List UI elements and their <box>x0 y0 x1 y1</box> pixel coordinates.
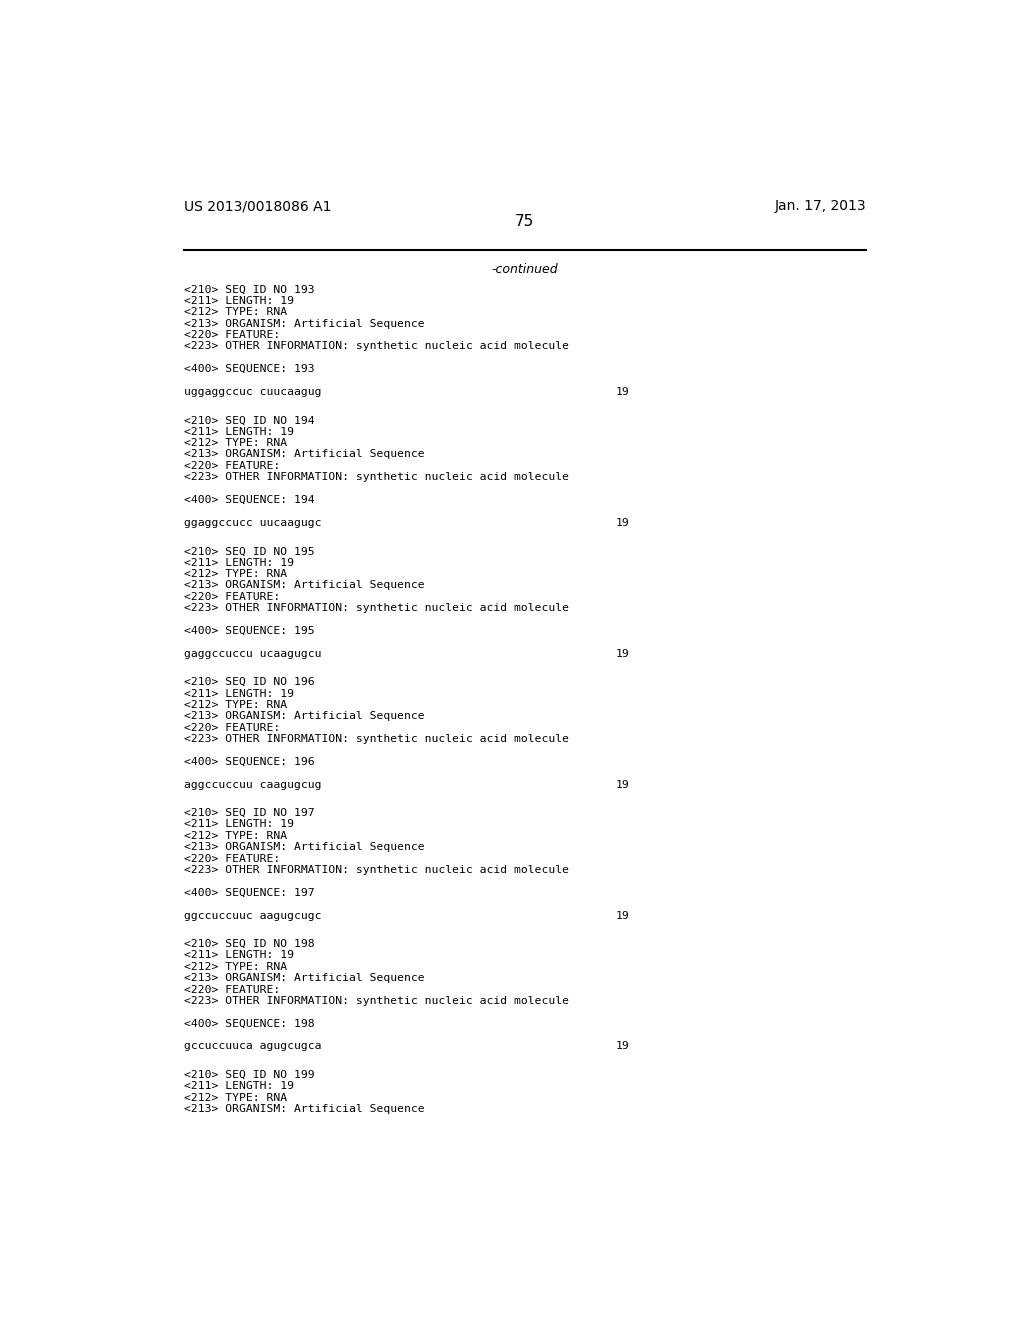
Text: <400> SEQUENCE: 197: <400> SEQUENCE: 197 <box>183 888 314 898</box>
Text: <220> FEATURE:: <220> FEATURE: <box>183 723 280 733</box>
Text: <220> FEATURE:: <220> FEATURE: <box>183 854 280 863</box>
Text: <213> ORGANISM: Artificial Sequence: <213> ORGANISM: Artificial Sequence <box>183 973 424 983</box>
Text: <223> OTHER INFORMATION: synthetic nucleic acid molecule: <223> OTHER INFORMATION: synthetic nucle… <box>183 995 568 1006</box>
Text: ggccuccuuc aagugcugc: ggccuccuuc aagugcugc <box>183 911 322 920</box>
Text: <212> TYPE: RNA: <212> TYPE: RNA <box>183 569 287 579</box>
Text: <213> ORGANISM: Artificial Sequence: <213> ORGANISM: Artificial Sequence <box>183 711 424 721</box>
Text: <400> SEQUENCE: 196: <400> SEQUENCE: 196 <box>183 756 314 767</box>
Text: <213> ORGANISM: Artificial Sequence: <213> ORGANISM: Artificial Sequence <box>183 1104 424 1114</box>
Text: <211> LENGTH: 19: <211> LENGTH: 19 <box>183 950 294 961</box>
Text: 19: 19 <box>616 780 630 789</box>
Text: <212> TYPE: RNA: <212> TYPE: RNA <box>183 830 287 841</box>
Text: aggccuccuu caagugcug: aggccuccuu caagugcug <box>183 780 322 789</box>
Text: <210> SEQ ID NO 194: <210> SEQ ID NO 194 <box>183 416 314 425</box>
Text: <223> OTHER INFORMATION: synthetic nucleic acid molecule: <223> OTHER INFORMATION: synthetic nucle… <box>183 473 568 482</box>
Text: <210> SEQ ID NO 196: <210> SEQ ID NO 196 <box>183 677 314 688</box>
Text: <220> FEATURE:: <220> FEATURE: <box>183 985 280 994</box>
Text: 19: 19 <box>616 1041 630 1052</box>
Text: <223> OTHER INFORMATION: synthetic nucleic acid molecule: <223> OTHER INFORMATION: synthetic nucle… <box>183 865 568 875</box>
Text: <211> LENGTH: 19: <211> LENGTH: 19 <box>183 557 294 568</box>
Text: <223> OTHER INFORMATION: synthetic nucleic acid molecule: <223> OTHER INFORMATION: synthetic nucle… <box>183 734 568 744</box>
Text: <212> TYPE: RNA: <212> TYPE: RNA <box>183 308 287 317</box>
Text: 19: 19 <box>616 911 630 920</box>
Text: <211> LENGTH: 19: <211> LENGTH: 19 <box>183 689 294 698</box>
Text: <400> SEQUENCE: 193: <400> SEQUENCE: 193 <box>183 364 314 374</box>
Text: <212> TYPE: RNA: <212> TYPE: RNA <box>183 1093 287 1102</box>
Text: <213> ORGANISM: Artificial Sequence: <213> ORGANISM: Artificial Sequence <box>183 842 424 853</box>
Text: <223> OTHER INFORMATION: synthetic nucleic acid molecule: <223> OTHER INFORMATION: synthetic nucle… <box>183 342 568 351</box>
Text: <223> OTHER INFORMATION: synthetic nucleic acid molecule: <223> OTHER INFORMATION: synthetic nucle… <box>183 603 568 614</box>
Text: uggaggccuc cuucaagug: uggaggccuc cuucaagug <box>183 387 322 397</box>
Text: Jan. 17, 2013: Jan. 17, 2013 <box>774 199 866 213</box>
Text: 75: 75 <box>515 214 535 230</box>
Text: US 2013/0018086 A1: US 2013/0018086 A1 <box>183 199 331 213</box>
Text: <211> LENGTH: 19: <211> LENGTH: 19 <box>183 426 294 437</box>
Text: 19: 19 <box>616 387 630 397</box>
Text: <220> FEATURE:: <220> FEATURE: <box>183 461 280 471</box>
Text: <400> SEQUENCE: 198: <400> SEQUENCE: 198 <box>183 1019 314 1028</box>
Text: ggaggccucc uucaagugc: ggaggccucc uucaagugc <box>183 517 322 528</box>
Text: <210> SEQ ID NO 198: <210> SEQ ID NO 198 <box>183 939 314 949</box>
Text: 19: 19 <box>616 517 630 528</box>
Text: <211> LENGTH: 19: <211> LENGTH: 19 <box>183 1081 294 1092</box>
Text: <212> TYPE: RNA: <212> TYPE: RNA <box>183 700 287 710</box>
Text: <213> ORGANISM: Artificial Sequence: <213> ORGANISM: Artificial Sequence <box>183 581 424 590</box>
Text: <210> SEQ ID NO 195: <210> SEQ ID NO 195 <box>183 546 314 556</box>
Text: gccuccuuca agugcugca: gccuccuuca agugcugca <box>183 1041 322 1052</box>
Text: -continued: -continued <box>492 263 558 276</box>
Text: <213> ORGANISM: Artificial Sequence: <213> ORGANISM: Artificial Sequence <box>183 450 424 459</box>
Text: <211> LENGTH: 19: <211> LENGTH: 19 <box>183 296 294 306</box>
Text: <220> FEATURE:: <220> FEATURE: <box>183 330 280 341</box>
Text: <220> FEATURE:: <220> FEATURE: <box>183 591 280 602</box>
Text: <400> SEQUENCE: 195: <400> SEQUENCE: 195 <box>183 626 314 636</box>
Text: gaggccuccu ucaagugcu: gaggccuccu ucaagugcu <box>183 648 322 659</box>
Text: <210> SEQ ID NO 199: <210> SEQ ID NO 199 <box>183 1071 314 1080</box>
Text: <210> SEQ ID NO 193: <210> SEQ ID NO 193 <box>183 284 314 294</box>
Text: <212> TYPE: RNA: <212> TYPE: RNA <box>183 438 287 447</box>
Text: <213> ORGANISM: Artificial Sequence: <213> ORGANISM: Artificial Sequence <box>183 318 424 329</box>
Text: <400> SEQUENCE: 194: <400> SEQUENCE: 194 <box>183 495 314 506</box>
Text: <210> SEQ ID NO 197: <210> SEQ ID NO 197 <box>183 808 314 818</box>
Text: 19: 19 <box>616 648 630 659</box>
Text: <211> LENGTH: 19: <211> LENGTH: 19 <box>183 820 294 829</box>
Text: <212> TYPE: RNA: <212> TYPE: RNA <box>183 962 287 972</box>
